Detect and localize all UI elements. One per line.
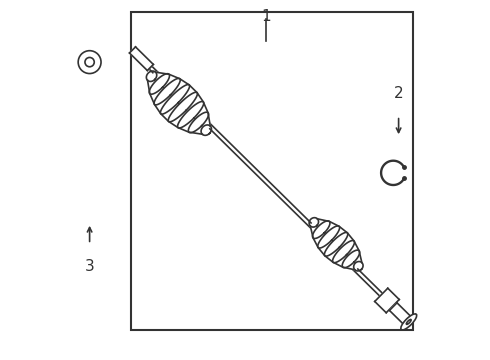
Bar: [131, 12, 413, 330]
Ellipse shape: [85, 58, 94, 67]
Text: 2: 2: [394, 86, 403, 102]
Polygon shape: [375, 288, 399, 313]
Text: 3: 3: [85, 258, 95, 274]
Polygon shape: [310, 219, 362, 270]
Polygon shape: [129, 47, 153, 71]
Ellipse shape: [78, 51, 101, 73]
Text: 1: 1: [262, 9, 271, 23]
Polygon shape: [390, 303, 411, 324]
Polygon shape: [147, 72, 210, 134]
Polygon shape: [149, 66, 384, 297]
Ellipse shape: [401, 314, 416, 330]
